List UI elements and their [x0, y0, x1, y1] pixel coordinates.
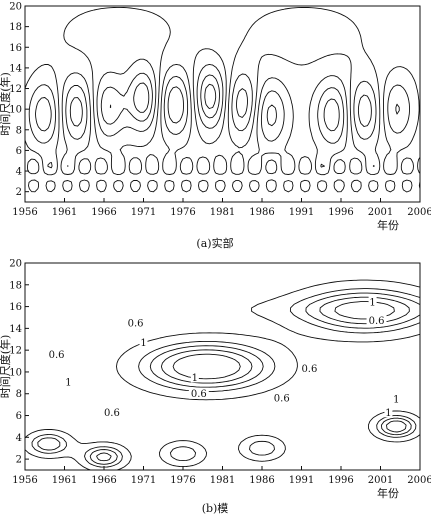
panel-a-x-axis: 1956 1961 1966 1971 1976 1981 1986 1991 1996 2001… — [12, 198, 431, 218]
panel-b-x-tick-label: 1966 — [91, 475, 116, 486]
panel-b-plot-frame — [24, 262, 421, 471]
panel-b-x-tick-label: 1981 — [210, 475, 235, 486]
panel-b-contour-label-bg — [139, 336, 148, 348]
panel-b-contour-label: 0.6 — [128, 318, 144, 329]
panel-a-real-part: 1956 1961 1966 1971 1976 1981 1986 1991 1996 2001… — [0, 2, 431, 251]
panel-b-contour-label: 0.6 — [369, 316, 385, 327]
panel-b-contour-label: 1 — [369, 298, 375, 309]
panel-b-contour-label: 0.6 — [301, 364, 317, 375]
panel-b-x-axis-label: 年份 — [377, 486, 399, 500]
panel-b-contour-label-bg — [125, 316, 146, 328]
panel-b-contour-label: 1 — [385, 408, 391, 419]
panel-a-y-axis: 2 4 6 8 10 12 14 16 18 20 — [9, 2, 29, 198]
panel-b-y-tick-label: 14 — [9, 324, 22, 335]
panel-b-x-tick-label: 1991 — [289, 475, 314, 486]
panel-a-contour-line-6 — [35, 72, 400, 132]
panel-a-contour-line-7 — [109, 82, 217, 113]
panel-b-contour-label-bg — [392, 393, 401, 405]
panel-a-y-tick-label: 6 — [16, 146, 22, 157]
panel-a-contour-line-3 — [27, 7, 420, 193]
panel-b-x-tick-label: 2001 — [368, 475, 393, 486]
panel-b-y-tick-label: 4 — [16, 433, 22, 444]
panel-b-y-tick-label: 20 — [9, 259, 22, 270]
panel-a-y-tick-label: 18 — [9, 22, 22, 33]
panel-b-contour-label: 1 — [393, 395, 399, 406]
panel-a-y-tick-label: 2 — [16, 187, 22, 198]
panel-b-contour-line-3 — [37, 292, 420, 465]
panel-b-contour-label-bg — [271, 392, 292, 404]
panel-a-y-tick-label: 4 — [16, 167, 22, 178]
panel-a-contour-line-1 — [69, 86, 372, 127]
panel-a-x-tick-label: 2006 — [407, 207, 431, 218]
panel-b-contour-label: 0.6 — [49, 350, 65, 361]
panel-b-x-tick-label: 2006 — [407, 475, 431, 486]
panel-a-x-tick-label: 1986 — [249, 207, 274, 218]
panel-b-contour-label-bg — [190, 371, 199, 383]
panel-b-y-axis-label: 时间尺度(年) — [0, 335, 12, 399]
panel-b-contour-label: 0.6 — [191, 389, 207, 400]
panel-b-contour-label-bg — [299, 362, 320, 374]
panel-b-contour-label-bg — [188, 387, 209, 399]
panel-b-y-tick-label: 6 — [16, 411, 22, 422]
panel-a-y-tick-label: 12 — [9, 84, 22, 95]
panel-a-x-tick-label: 1981 — [210, 207, 235, 218]
panel-a-x-tick-label: 1996 — [328, 207, 353, 218]
panel-a-x-axis-label: 年份 — [377, 218, 399, 232]
panel-b-x-tick-label: 1971 — [131, 475, 156, 486]
panel-a-y-tick-label: 8 — [16, 125, 22, 136]
panel-a-caption: (a)实部 — [196, 236, 233, 250]
panel-a-x-tick-label: 1961 — [52, 207, 77, 218]
panel-b-y-tick-label: 2 — [16, 455, 22, 466]
panel-a-contour-line-2 — [65, 73, 377, 167]
panel-b-contour-label: 0.6 — [104, 408, 120, 419]
panel-a-y-axis-label: 时间尺度(年) — [0, 72, 12, 136]
panel-b-y-tick-label: 16 — [9, 302, 22, 313]
panel-b-contour-line-1 — [25, 279, 420, 470]
panel-b-x-tick-label: 1961 — [52, 475, 77, 486]
panel-b-contour-label: 1 — [192, 373, 198, 384]
panel-a-x-tick-label: 1971 — [131, 207, 156, 218]
panel-a-x-tick-label: 1976 — [170, 207, 195, 218]
panel-a-y-tick-label: 14 — [9, 63, 22, 74]
panel-b-contour-line-2 — [31, 288, 420, 468]
panel-b-y-axis: 2 4 6 8 10 12 14 16 18 20 — [9, 259, 29, 466]
panel-b-y-tick-label: 8 — [16, 389, 22, 400]
panel-b-x-tick-label: 1996 — [328, 475, 353, 486]
panel-b-y-tick-label: 18 — [9, 280, 22, 291]
panel-b-contour-label-bg — [64, 375, 73, 387]
panel-b-x-tick-label: 1976 — [170, 475, 195, 486]
panel-a-y-tick-label: 20 — [9, 2, 22, 13]
panel-a-contour-line-5 — [28, 58, 410, 169]
panel-b-contour-label-bg — [384, 406, 393, 418]
panel-a-x-tick-label: 1956 — [12, 207, 37, 218]
panel-a-y-tick-label: 10 — [9, 105, 22, 116]
panel-a-x-tick-label: 2001 — [368, 207, 393, 218]
panel-b-contours — [25, 279, 420, 470]
panel-a-y-tick-label: 16 — [9, 43, 22, 54]
panel-b-caption: (b)模 — [202, 502, 229, 515]
panel-b-y-tick-label: 12 — [9, 346, 22, 357]
panel-b-contour-label-bg — [101, 406, 122, 418]
panel-b-x-tick-label: 1986 — [249, 475, 274, 486]
panel-a-x-tick-label: 1991 — [289, 207, 314, 218]
panel-b-contour-line-5 — [172, 301, 395, 380]
panel-b-contour-label-bg — [368, 296, 377, 308]
panel-a-x-tick-label: 1966 — [91, 207, 116, 218]
panel-b-contour-label-bg — [46, 348, 67, 360]
panel-b-x-axis: 1956 1961 1966 1971 1976 1981 1986 1991 1996 2001… — [12, 466, 431, 486]
panel-b-contour-label-bg — [366, 314, 387, 326]
panel-b-contour-label: 0.6 — [274, 394, 290, 405]
panel-a-contours — [25, 6, 420, 193]
panel-b-contour-label: 1 — [140, 338, 146, 349]
panel-b-contour-label: 1 — [65, 377, 71, 388]
panel-b-y-tick-label: 10 — [9, 367, 22, 378]
panel-b-x-tick-label: 1956 — [12, 475, 37, 486]
